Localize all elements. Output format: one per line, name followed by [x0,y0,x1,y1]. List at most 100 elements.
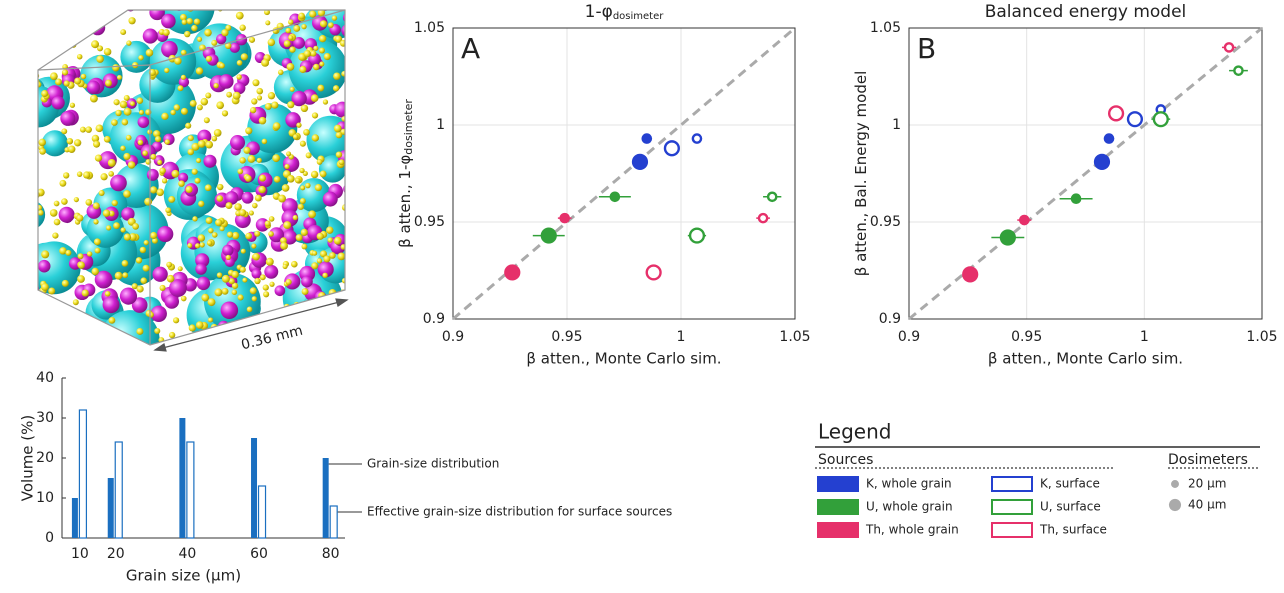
sphere [213,129,222,137]
sphere [251,268,262,279]
sphere [233,82,246,95]
sphere [112,64,120,72]
sphere [221,110,229,117]
sphere [194,177,201,184]
sphere [76,53,83,60]
sphere [67,145,76,154]
sphere [121,207,135,221]
sphere [299,140,306,147]
sphere [38,15,39,23]
sphere [188,324,196,332]
data-point [540,227,557,244]
sphere [313,63,320,71]
sphere [60,110,76,126]
sphere [86,10,101,23]
sphere [162,29,170,36]
sphere [136,97,144,104]
data-point [1233,65,1244,76]
sphere [265,20,271,26]
sphere [39,148,46,155]
sphere [93,219,99,225]
sphere [264,220,271,227]
sphere [216,195,224,202]
sphere [94,154,103,162]
sphere [231,231,240,240]
sphere [102,296,120,314]
sphere [313,45,319,51]
sphere [113,99,120,106]
sphere [156,188,164,197]
sphere [203,117,210,124]
data-point [766,191,778,203]
sphere [281,198,298,215]
sphere [29,76,36,83]
sphere [195,263,207,275]
sphere [102,327,111,336]
sphere [252,253,260,261]
sphere [27,169,33,175]
sphere [40,329,70,345]
sphere [186,10,195,12]
sphere [251,98,258,105]
sphere [45,306,54,314]
sphere [166,261,173,268]
legend-title: Legend [818,420,891,444]
sphere [116,74,123,81]
sphere [60,13,69,22]
cube-frame [37,9,346,346]
sphere [104,290,111,297]
sphere [66,137,74,145]
sphere [211,232,218,238]
sphere [310,94,319,102]
sphere [205,55,213,62]
sphere [154,327,161,335]
sphere [92,20,99,27]
sphere [230,135,246,151]
sphere [51,17,66,32]
sphere [237,168,244,175]
data-point [691,133,703,144]
legend-label: K, surface [1040,477,1100,491]
sphere [216,33,227,45]
sphere [299,198,306,204]
legend: Legend Sources Dosimeters [815,420,1260,469]
sphere [251,243,257,249]
y-tick-label: 40 [36,370,54,386]
sphere [206,240,213,246]
sphere [225,254,231,261]
sphere [166,274,175,283]
sphere [152,266,168,282]
sphere [222,244,234,257]
sphere [83,171,91,179]
y-tick-label: 0.9 [423,311,445,327]
legend-marker [1168,498,1182,512]
sphere [224,191,239,205]
sphere [219,62,225,69]
sphere [268,231,274,237]
sphere [173,104,181,111]
sphere [185,122,192,129]
legend-swatch [991,476,1033,492]
sphere [317,84,325,92]
sphere [197,129,212,144]
sphere [211,135,218,142]
sphere [157,225,174,243]
sphere [235,11,244,20]
data-point [962,266,979,283]
x-tick-label: 1.05 [779,329,810,345]
x-tick-label: 80 [322,546,340,562]
sphere [38,302,46,334]
scale-label: 0.36 mm [240,323,305,354]
sphere [168,331,176,339]
sphere [345,236,351,242]
sphere [89,94,98,103]
sphere [95,15,103,22]
sphere [342,315,345,322]
sphere [128,233,137,241]
sphere [299,65,307,74]
sphere [38,204,43,211]
sphere [319,47,325,54]
sphere [322,272,328,279]
sphere [239,24,246,31]
sphere [331,15,338,21]
